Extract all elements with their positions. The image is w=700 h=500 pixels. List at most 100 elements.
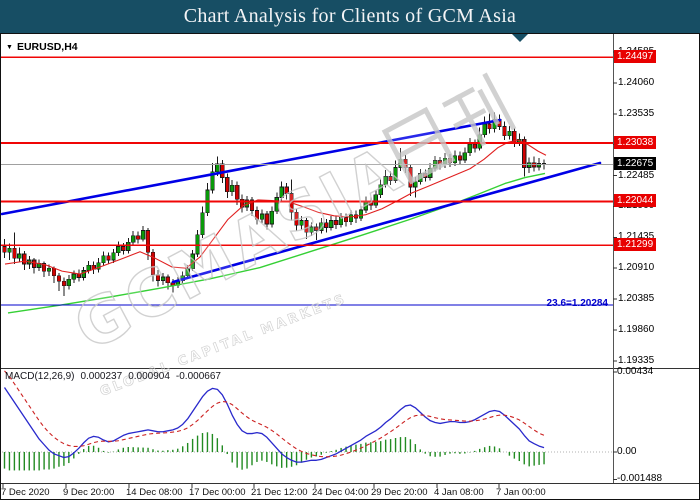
candle	[527, 157, 532, 173]
candle	[200, 206, 205, 239]
candle	[299, 215, 304, 230]
candle	[36, 259, 42, 272]
candle	[81, 266, 86, 281]
symbol-timeframe-label[interactable]: ▼ EURUSD,H4	[6, 41, 78, 53]
indicator-macd-value: 0.000237	[80, 371, 123, 382]
ma-slow-green	[7, 172, 546, 314]
candle	[507, 125, 512, 140]
candle	[304, 218, 309, 239]
candle	[17, 247, 22, 262]
candle	[76, 269, 81, 282]
candle	[210, 162, 215, 194]
candle	[294, 208, 299, 232]
price-levels-layer	[1, 56, 613, 306]
candle	[423, 169, 428, 182]
candle	[477, 127, 482, 151]
candle	[131, 231, 136, 246]
channel-lower[interactable]	[171, 161, 602, 284]
candle	[433, 155, 438, 172]
candle	[284, 182, 289, 200]
candles-layer	[2, 112, 547, 296]
candle	[289, 179, 294, 221]
indicator-label: MACD(12,26,9) 0.000237 0.000904 -0.000667	[5, 371, 221, 382]
candle	[363, 196, 368, 213]
candle	[482, 116, 487, 138]
candle	[136, 231, 141, 244]
candle	[91, 261, 96, 275]
candle	[452, 150, 458, 166]
candle	[343, 213, 349, 227]
candle	[348, 209, 354, 226]
macd-histogram	[3, 432, 545, 471]
candle	[373, 189, 378, 209]
candle	[225, 173, 230, 199]
candle	[254, 206, 260, 225]
frame-layer	[1, 34, 699, 488]
title-bar: Chart Analysis for Clients of GCM Asia	[0, 0, 700, 33]
candle	[249, 196, 255, 216]
candle	[32, 258, 37, 274]
title-pointer-icon	[512, 34, 528, 42]
candle	[314, 223, 319, 240]
candle	[264, 211, 269, 230]
candle	[150, 248, 156, 282]
macd-line	[3, 387, 545, 463]
indicator-name: MACD(12,26,9)	[5, 371, 75, 382]
window-title: Chart Analysis for Clients of GCM Asia	[183, 5, 517, 27]
candle	[334, 216, 339, 229]
candle	[111, 248, 116, 263]
fib-level-label: 23.6=1.20284	[546, 298, 608, 309]
candle	[155, 269, 161, 287]
candle	[383, 169, 388, 188]
candle	[408, 164, 413, 196]
candle	[116, 241, 121, 256]
candle	[437, 157, 443, 170]
candle	[309, 222, 314, 236]
ma-fast-red	[4, 139, 547, 275]
candle	[428, 162, 433, 181]
candle	[467, 138, 472, 156]
candle	[66, 275, 72, 290]
candle	[61, 277, 67, 296]
candle	[398, 148, 403, 172]
candle	[413, 176, 418, 198]
macd-signal-line	[4, 370, 545, 458]
candle	[269, 206, 274, 228]
candle	[457, 151, 463, 165]
candle	[462, 147, 467, 163]
candle	[230, 179, 235, 196]
candle	[190, 249, 195, 272]
candle	[319, 218, 324, 234]
indicator-signal-value: 0.000904	[128, 371, 170, 382]
candle	[447, 154, 453, 167]
candle	[338, 212, 344, 228]
candle	[358, 205, 364, 222]
candle	[175, 276, 180, 289]
candle	[239, 194, 245, 213]
indicator-histogram-value: -0.000667	[175, 371, 221, 382]
candle	[497, 114, 502, 130]
candle	[472, 139, 477, 153]
candle	[2, 238, 7, 259]
candle	[195, 229, 200, 257]
candle	[106, 252, 111, 265]
candle	[279, 181, 284, 202]
candle	[56, 272, 62, 292]
candle	[22, 251, 27, 270]
candle	[259, 209, 265, 223]
candle	[96, 258, 101, 273]
candle	[442, 152, 448, 169]
dropdown-arrow-icon: ▼	[6, 44, 13, 51]
candle	[418, 168, 423, 185]
symbol-text: EURUSD,H4	[16, 41, 78, 53]
candle	[368, 197, 373, 210]
candle	[378, 179, 383, 199]
candle	[274, 192, 279, 215]
candle	[502, 121, 507, 140]
candle	[388, 171, 393, 186]
candle	[205, 182, 210, 216]
candle	[160, 272, 166, 286]
candle	[512, 128, 517, 147]
candle	[101, 251, 106, 266]
